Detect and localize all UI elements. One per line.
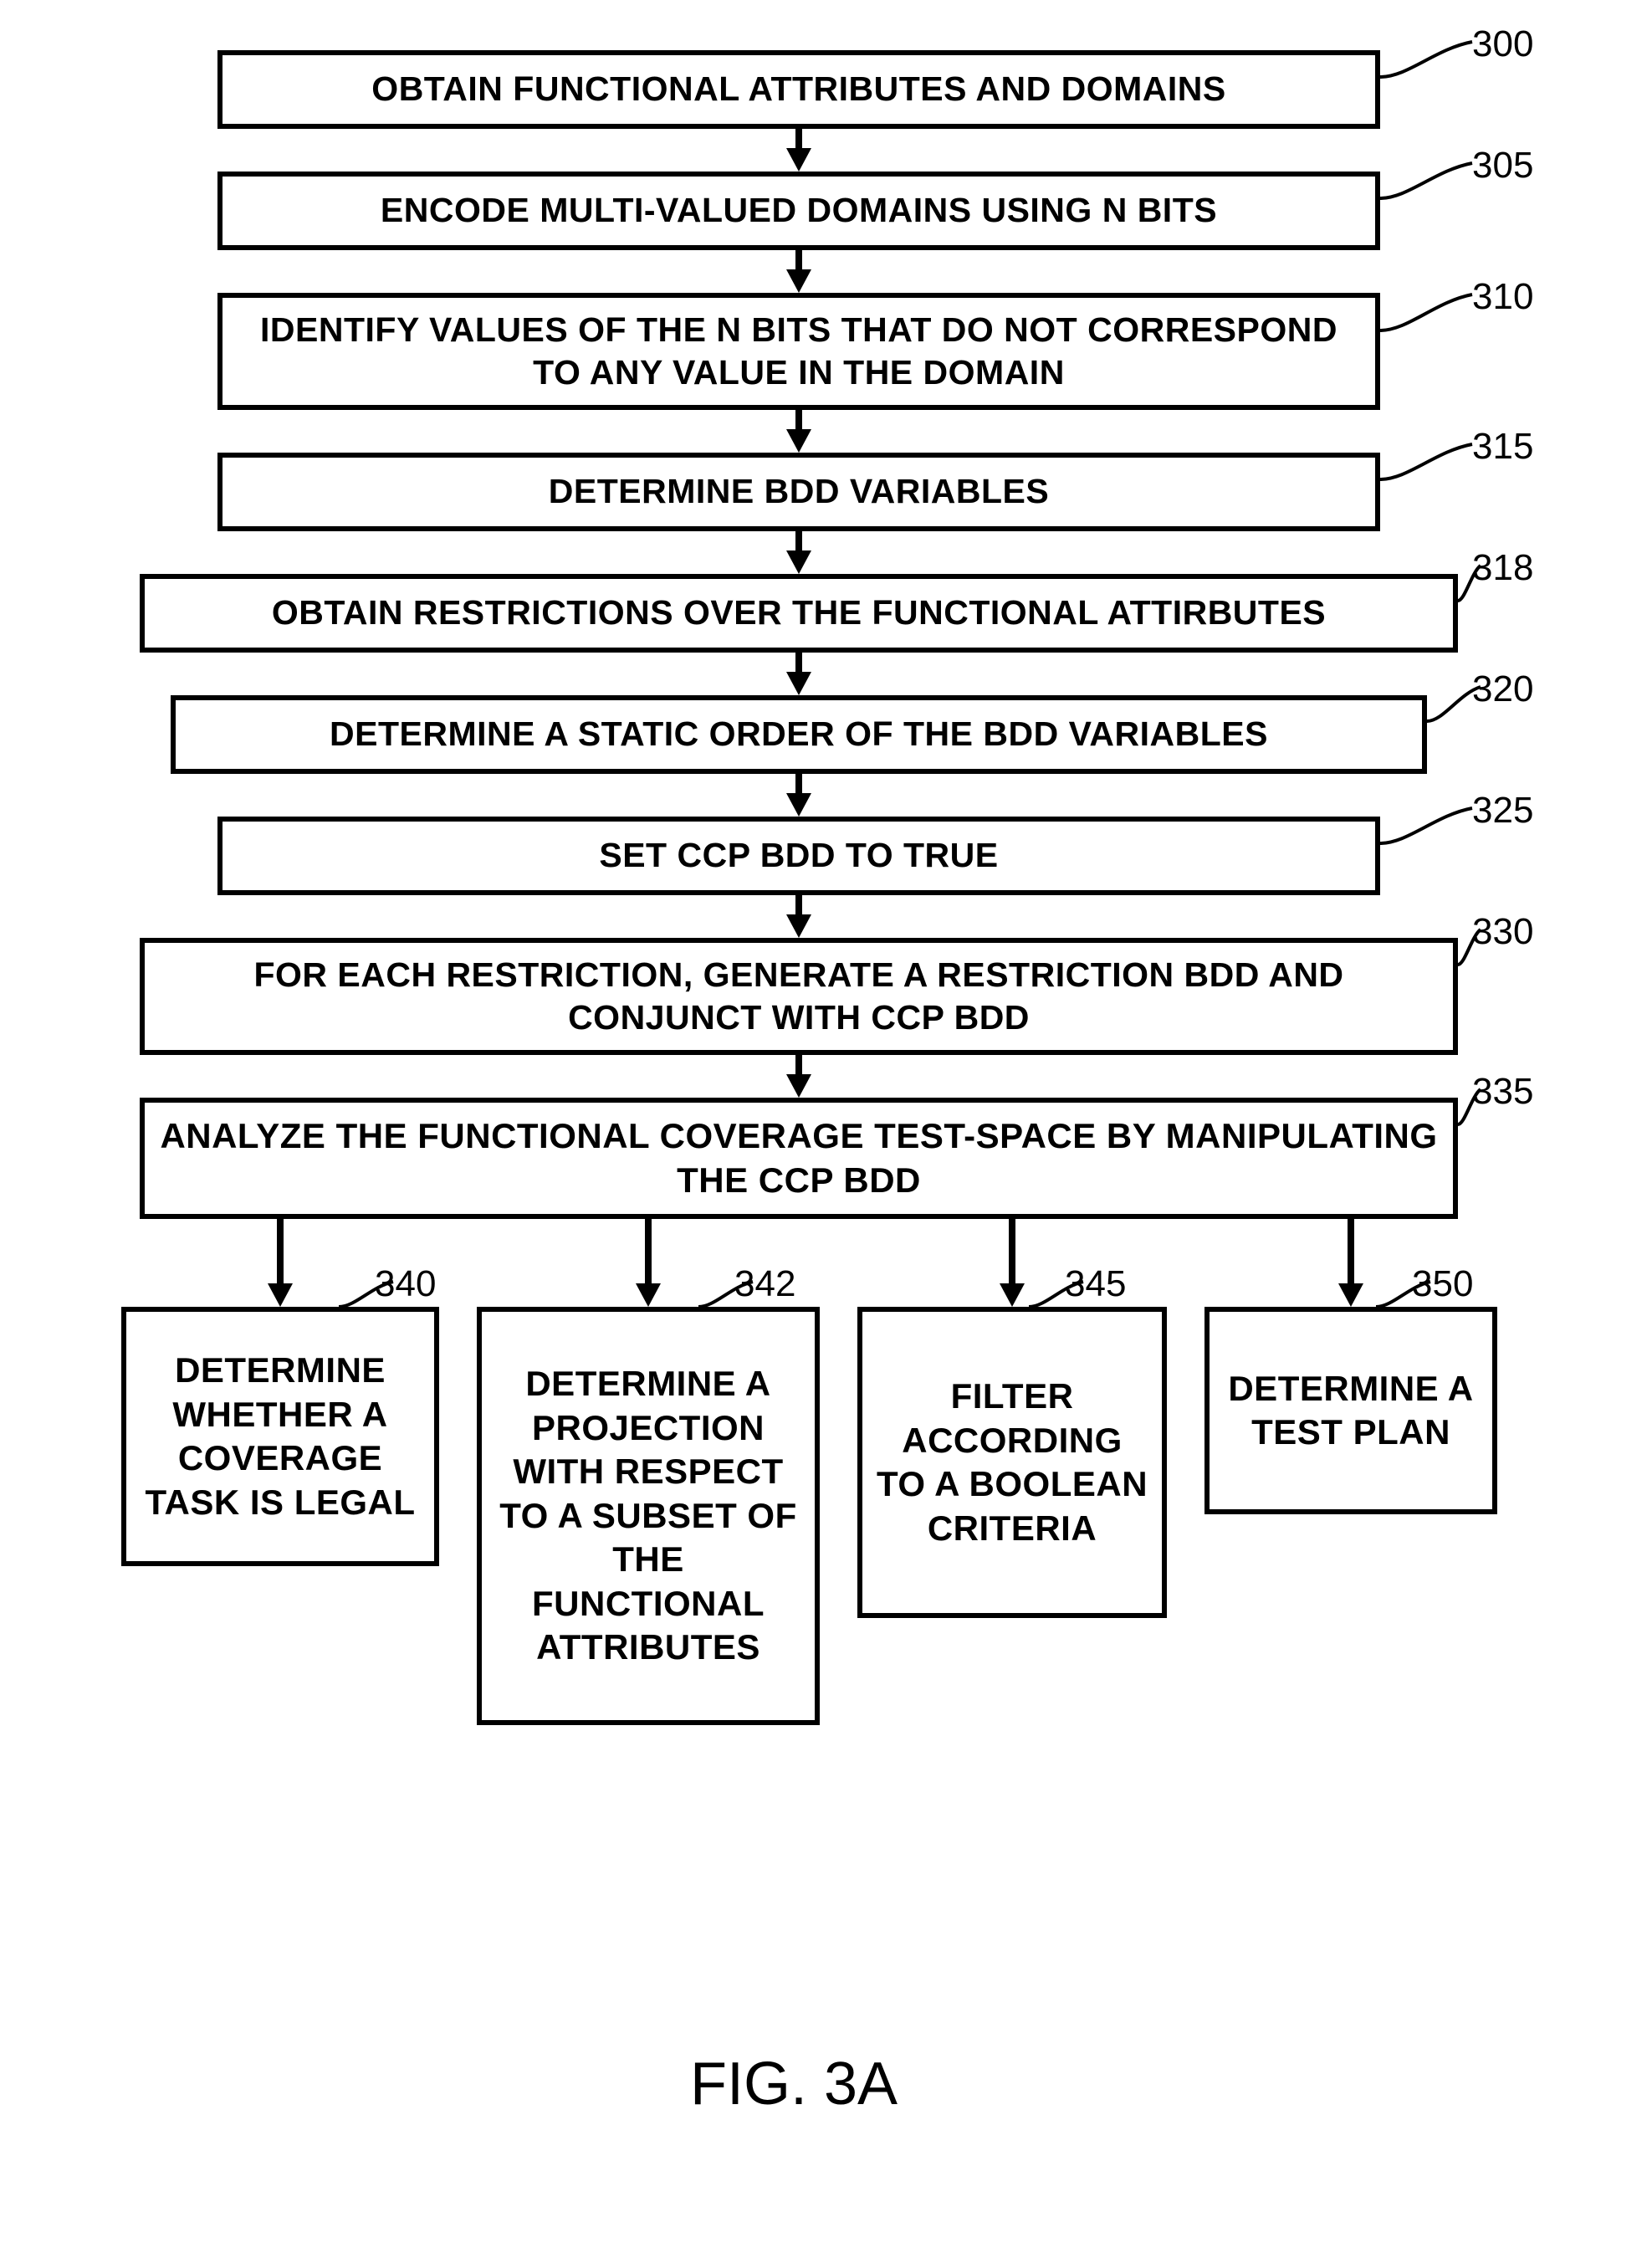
step-determine-legal: DETERMINE WHETHER A COVERAGE TASK IS LEG… [121,1307,439,1566]
step-determine-order: DETERMINE A STATIC ORDER OF THE BDD VARI… [171,695,1427,774]
step-text: OBTAIN RESTRICTIONS OVER THE FUNCTIONAL … [260,586,1337,639]
ref-350: 350 [1412,1263,1473,1305]
step-text: FOR EACH RESTRICTION, GENERATE A RESTRIC… [145,949,1453,1045]
step-text: DETERMINE A TEST PLAN [1210,1362,1492,1460]
step-text: FILTER ACCORDING TO A BOOLEAN CRITERIA [862,1370,1162,1555]
step-text: SET CCP BDD TO TRUE [587,829,1010,882]
step-text: OBTAIN FUNCTIONAL ATTRIBUTES AND DOMAINS [360,63,1237,115]
step-determine-bdd-vars: DETERMINE BDD VARIABLES [217,453,1380,531]
step-text: DETERMINE A PROJECTION WITH RESPECT TO A… [482,1357,815,1675]
figure-label: FIG. 3A [690,2050,898,2118]
step-filter-boolean: FILTER ACCORDING TO A BOOLEAN CRITERIA [857,1307,1167,1618]
ref-330: 330 [1472,911,1533,953]
ref-318: 318 [1472,547,1533,589]
ref-320: 320 [1472,668,1533,710]
ref-345: 345 [1065,1263,1126,1305]
ref-335: 335 [1472,1071,1533,1113]
step-obtain-restrictions: OBTAIN RESTRICTIONS OVER THE FUNCTIONAL … [140,574,1458,653]
ref-342: 342 [734,1263,795,1305]
step-generate-restriction-bdd: FOR EACH RESTRICTION, GENERATE A RESTRIC… [140,938,1458,1055]
step-text: DETERMINE BDD VARIABLES [537,465,1061,518]
ref-325: 325 [1472,790,1533,832]
step-text: DETERMINE WHETHER A COVERAGE TASK IS LEG… [126,1344,434,1529]
step-text: IDENTIFY VALUES OF THE N BITS THAT DO NO… [222,304,1375,400]
step-determine-projection: DETERMINE A PROJECTION WITH RESPECT TO A… [477,1307,820,1725]
step-encode-domains: ENCODE MULTI-VALUED DOMAINS USING N BITS [217,172,1380,250]
ref-310: 310 [1472,276,1533,318]
ref-340: 340 [375,1263,436,1305]
step-identify-values: IDENTIFY VALUES OF THE N BITS THAT DO NO… [217,293,1380,410]
flowchart-page: OBTAIN FUNCTIONAL ATTRIBUTES AND DOMAINS… [0,0,1652,2248]
ref-305: 305 [1472,145,1533,187]
ref-315: 315 [1472,426,1533,468]
step-analyze-test-space: ANALYZE THE FUNCTIONAL COVERAGE TEST-SPA… [140,1098,1458,1219]
step-determine-test-plan: DETERMINE A TEST PLAN [1204,1307,1497,1514]
ref-300: 300 [1472,23,1533,65]
step-text: ENCODE MULTI-VALUED DOMAINS USING N BITS [369,184,1229,237]
step-obtain-attributes: OBTAIN FUNCTIONAL ATTRIBUTES AND DOMAINS [217,50,1380,129]
step-set-ccp-true: SET CCP BDD TO TRUE [217,817,1380,895]
step-text: DETERMINE A STATIC ORDER OF THE BDD VARI… [318,708,1280,760]
step-text: ANALYZE THE FUNCTIONAL COVERAGE TEST-SPA… [145,1109,1453,1207]
